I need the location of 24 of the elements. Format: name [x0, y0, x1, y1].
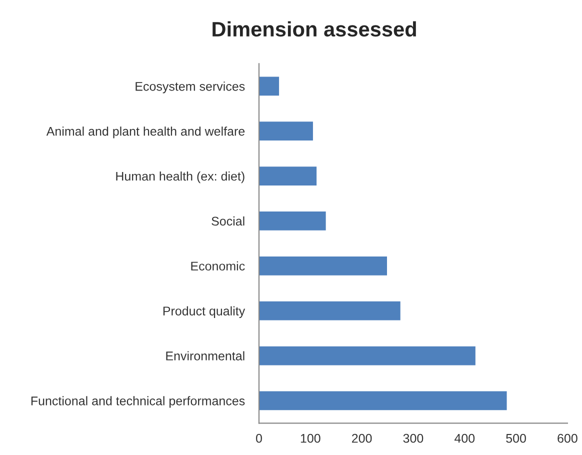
y-tick-label: Social: [212, 216, 244, 226]
y-tick-label: Economic: [191, 261, 245, 271]
y-tick-label: Functional and technical performances: [31, 396, 245, 408]
bar: [258, 122, 313, 141]
x-tick-label: 200: [352, 434, 372, 443]
y-tick-label: Environmental: [166, 351, 244, 360]
bar: [258, 256, 387, 276]
y-tick-label: Animal and plant health and welfare: [46, 126, 245, 138]
x-tick-label: 0: [256, 434, 262, 443]
x-tick-label: 100: [300, 434, 320, 443]
bar: [258, 76, 280, 96]
x-tick-label: 300: [403, 434, 424, 443]
bar: [258, 166, 317, 186]
bar: [258, 301, 400, 320]
bar: [258, 346, 476, 366]
y-tick-label: Product quality: [163, 306, 246, 318]
y-tick-label: Human health (ex: diet): [116, 172, 244, 184]
x-tick-label: 500: [506, 434, 526, 443]
bar: [258, 212, 326, 230]
x-tick-label: 600: [558, 434, 578, 443]
bar: [258, 391, 507, 410]
x-tick-label: 400: [454, 434, 475, 443]
y-tick-label: Ecosystem services: [136, 82, 245, 94]
chart-title: Dimension assessed: [212, 21, 416, 37]
